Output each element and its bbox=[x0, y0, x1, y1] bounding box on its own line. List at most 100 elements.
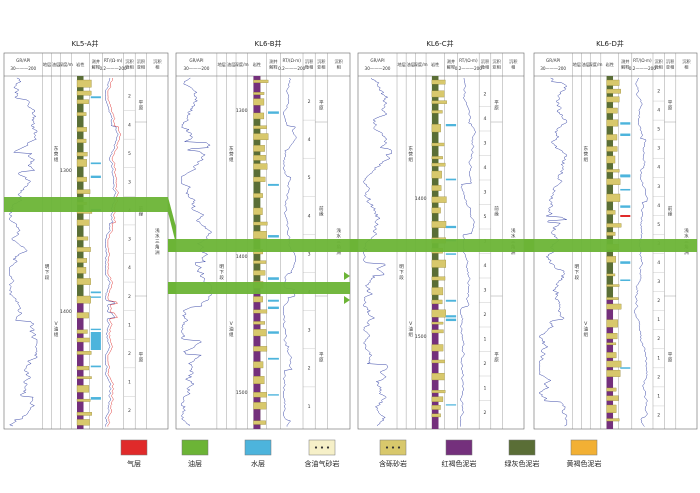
subfacies-label: 平原 bbox=[139, 100, 144, 112]
lith-sand-bed bbox=[431, 299, 443, 305]
lith-sand-bed bbox=[253, 296, 263, 303]
microfacies-number: 2 bbox=[128, 351, 131, 357]
lith-sand-bed bbox=[76, 90, 92, 96]
microfacies-number: 5 bbox=[657, 222, 660, 228]
microfacies-number: 5 bbox=[128, 151, 131, 157]
lith-sand-bed bbox=[76, 152, 88, 157]
lith-sand-bed bbox=[76, 236, 89, 241]
header-sub: 沉积亚相 bbox=[317, 58, 325, 71]
legend-item: 油层 bbox=[181, 439, 209, 468]
microfacies-number: 2 bbox=[484, 361, 487, 367]
formation-label: 明下段 bbox=[219, 264, 224, 281]
header-micro: 沉积微相 bbox=[305, 58, 313, 71]
interp-water-layer bbox=[90, 296, 101, 298]
rt-curve-shallow bbox=[107, 77, 121, 427]
header-group: 地层 bbox=[573, 61, 581, 68]
microfacies-number: 3 bbox=[128, 179, 131, 185]
subfacies-label: 平原 bbox=[319, 352, 324, 364]
correlation-connector bbox=[524, 239, 534, 252]
depth-label: 1300 bbox=[60, 168, 72, 174]
legend-label: 含油气砂岩 bbox=[305, 459, 340, 468]
lith-sand-bed bbox=[76, 295, 91, 304]
lith-sand-bed bbox=[606, 210, 616, 215]
header-facies: 沉积相 bbox=[153, 58, 161, 71]
lith-sand-bed bbox=[76, 312, 89, 319]
lith-sand-bed bbox=[253, 329, 267, 337]
correlation-connector bbox=[168, 239, 176, 252]
legend-dot bbox=[385, 446, 389, 449]
interp-water-layer bbox=[267, 306, 279, 310]
lith-greengray-mud bbox=[77, 76, 84, 429]
header-rt-scale: 0.2———200 bbox=[99, 66, 127, 71]
lith-sand-bed bbox=[431, 90, 445, 98]
lith-sand-bed bbox=[606, 395, 619, 401]
lith-sand-bed bbox=[76, 351, 92, 355]
lith-sand-bed bbox=[431, 259, 447, 268]
lith-sand-bed bbox=[606, 387, 617, 392]
legend-dot bbox=[391, 446, 395, 449]
header-depth: 深度/m bbox=[414, 61, 428, 68]
microfacies-number: 2 bbox=[308, 366, 311, 372]
lith-sand-bed bbox=[606, 297, 619, 300]
lith-sand-bed bbox=[253, 321, 266, 325]
interp-water-layer bbox=[620, 279, 631, 282]
lith-sand-bed bbox=[606, 352, 617, 359]
interp-water-layer bbox=[445, 124, 457, 127]
lith-sand-bed bbox=[253, 125, 267, 129]
correlation-connector bbox=[350, 239, 358, 252]
lith-redbrown-mud bbox=[253, 282, 261, 429]
subfacies-label: 平原 bbox=[494, 352, 499, 364]
lith-sand-bed bbox=[606, 107, 618, 114]
correlation-arrow bbox=[344, 272, 350, 280]
subfacies-label: 平原 bbox=[668, 100, 673, 112]
legend-label: 绿灰色泥岩 bbox=[505, 459, 540, 468]
interp-water-layer bbox=[90, 96, 101, 99]
legend-swatch bbox=[120, 439, 148, 456]
interp-water-layer bbox=[267, 277, 279, 280]
member-label: 东营组 bbox=[583, 145, 588, 163]
microfacies-number: 4 bbox=[484, 116, 487, 122]
lith-sand-bed bbox=[253, 133, 269, 141]
header-lith: 岩性 bbox=[431, 61, 439, 68]
well-title: KL6-B井 bbox=[254, 39, 281, 48]
microfacies-number: 2 bbox=[657, 88, 660, 94]
lith-sand-bed bbox=[76, 138, 87, 143]
microfacies-number: 2 bbox=[128, 294, 131, 300]
header-facies: 沉积相 bbox=[509, 58, 517, 71]
subfacies-label: 前缘 bbox=[319, 205, 324, 218]
interp-water-layer bbox=[267, 299, 279, 302]
lith-sand-bed bbox=[606, 134, 618, 141]
lith-sand-bed bbox=[606, 79, 620, 86]
lith-sand-bed bbox=[76, 329, 88, 334]
interp-water-layer bbox=[90, 291, 101, 294]
header-member: 油层 bbox=[582, 61, 590, 68]
member-label: V 油组 bbox=[583, 321, 588, 338]
header-gr: GR/API bbox=[370, 58, 384, 63]
interp-water-layer bbox=[90, 175, 101, 178]
legend-item: 水层 bbox=[244, 439, 272, 468]
header-lith: 岩性 bbox=[253, 61, 261, 68]
header-micro: 沉积微相 bbox=[654, 58, 662, 71]
lith-sand-bed bbox=[76, 159, 87, 167]
legend-item: 红褐色泥岩 bbox=[442, 439, 477, 468]
microfacies-number: 5 bbox=[484, 214, 487, 220]
interp-water-layer bbox=[267, 331, 279, 334]
microfacies-number: 3 bbox=[657, 146, 660, 152]
legend-label: 含砾砂岩 bbox=[379, 459, 407, 468]
microfacies-number: 2 bbox=[657, 298, 660, 304]
lith-sand-bed bbox=[76, 385, 90, 393]
header-rt: RT/(Ω·m) bbox=[459, 58, 478, 63]
lith-redbrown-mud bbox=[253, 76, 261, 116]
lith-sand-bed bbox=[253, 79, 269, 83]
microfacies-number: 4 bbox=[484, 263, 487, 269]
interp-water-layer bbox=[620, 261, 631, 264]
legend-label: 黄褐色泥岩 bbox=[567, 459, 602, 468]
legend-swatch bbox=[508, 439, 536, 456]
microfacies-number: 3 bbox=[657, 279, 660, 285]
lith-sand-bed bbox=[431, 287, 444, 296]
depth-label: 1300 bbox=[236, 108, 248, 114]
microfacies-number: 3 bbox=[128, 237, 131, 243]
